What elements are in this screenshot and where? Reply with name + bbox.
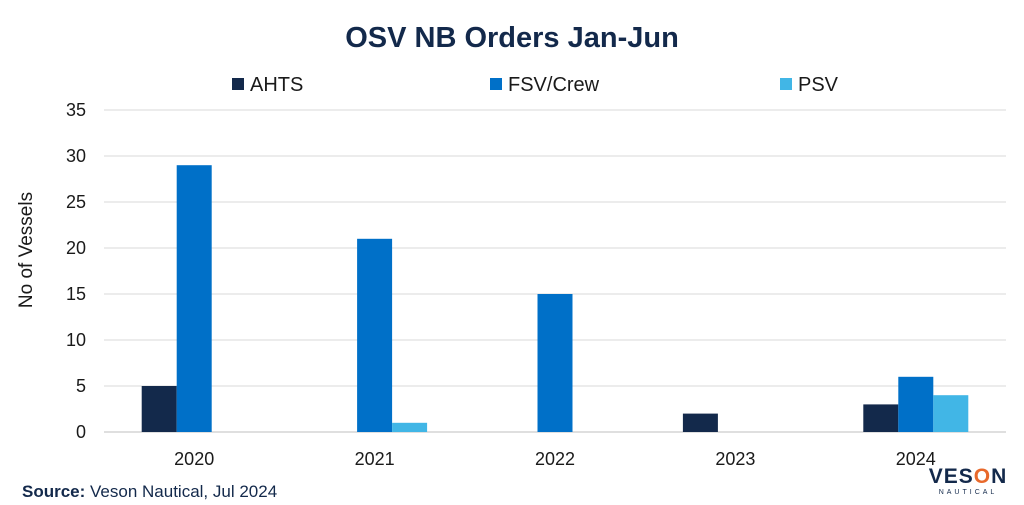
chart-title: OSV NB Orders Jan-Jun xyxy=(345,22,679,54)
y-axis-title: No of Vessels xyxy=(16,192,37,308)
x-tick-label: 2021 xyxy=(355,449,395,469)
y-tick-label: 10 xyxy=(66,330,86,350)
legend-swatch-psv xyxy=(780,78,792,90)
legend-label-fsv-crew: FSV/Crew xyxy=(508,74,600,96)
y-tick-label: 35 xyxy=(66,100,86,120)
y-tick-label: 25 xyxy=(66,192,86,212)
bar-psv-2021 xyxy=(392,422,428,432)
y-tick-label: 15 xyxy=(66,284,86,304)
legend-label-psv: PSV xyxy=(798,74,839,96)
legend-swatch-fsv-crew xyxy=(490,78,502,90)
y-tick-label: 20 xyxy=(66,238,86,258)
x-tick-label: 2024 xyxy=(896,449,936,469)
bar-ahts-2023 xyxy=(682,413,718,432)
x-axis-ticks: 2020 2021 2022 2023 2024 xyxy=(174,449,936,469)
y-tick-label: 30 xyxy=(66,146,86,166)
bar-ahts-2020 xyxy=(141,386,177,432)
legend-label-ahts: AHTS xyxy=(250,74,303,96)
chart: OSV NB Orders Jan-Jun No of Vessels 0 5 10… xyxy=(16,22,1006,469)
y-tick-label: 0 xyxy=(76,422,86,442)
x-tick-label: 2022 xyxy=(535,449,575,469)
x-tick-label: 2020 xyxy=(174,449,214,469)
legend: AHTS FSV/Crew PSV xyxy=(232,74,839,96)
source-note: Source: Veson Nautical, Jul 2024 xyxy=(22,482,277,502)
veson-logo: VESON NAUTICAL xyxy=(922,466,1014,497)
y-tick-label: 5 xyxy=(76,376,86,396)
bar-fsv-crew-2022 xyxy=(537,294,573,432)
source-label: Source: xyxy=(22,482,86,501)
legend-swatch-ahts xyxy=(232,78,244,90)
y-axis-ticks: 0 5 10 15 20 25 30 35 xyxy=(66,100,86,442)
source-text: Veson Nautical, Jul 2024 xyxy=(90,482,278,501)
bar-fsv-crew-2024 xyxy=(898,376,934,432)
bar-psv-2024 xyxy=(933,395,969,432)
logo-name: VESON xyxy=(928,465,1008,488)
logo-subtitle: NAUTICAL xyxy=(938,489,998,496)
bar-ahts-2024 xyxy=(863,404,899,432)
bar-fsv-crew-2020 xyxy=(176,165,212,432)
bar-fsv-crew-2021 xyxy=(357,238,393,432)
bars xyxy=(141,165,969,432)
x-tick-label: 2023 xyxy=(715,449,755,469)
